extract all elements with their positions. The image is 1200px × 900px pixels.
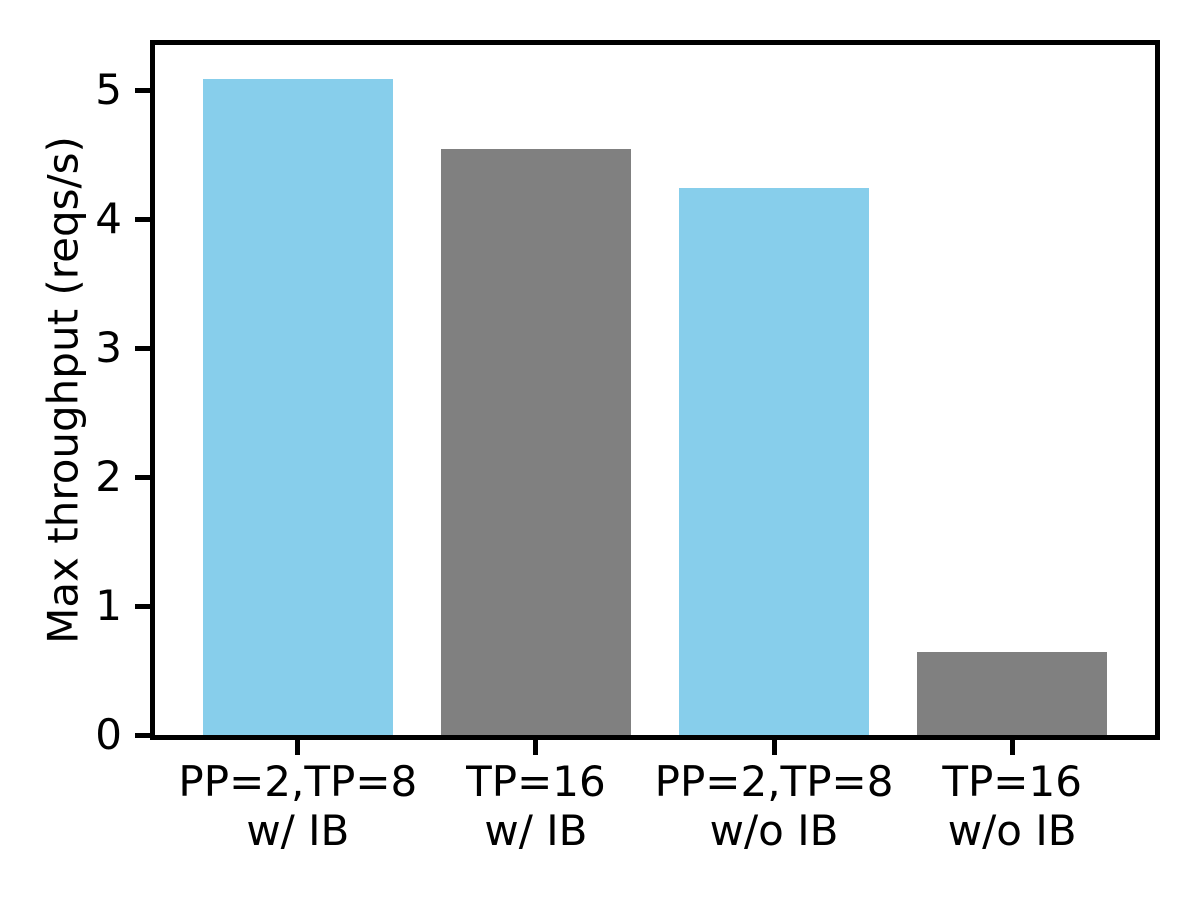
x-tick-label: PP=2,TP=8 w/ IB (133, 757, 463, 855)
y-tick-mark (135, 474, 150, 480)
y-tick-label: 5 (95, 65, 122, 115)
x-tick-label-line: w/o IB (709, 806, 839, 855)
x-tick-mark (295, 740, 301, 755)
x-tick-label-line: PP=2,TP=8 (178, 757, 418, 806)
plot-area (150, 40, 1160, 740)
y-tick-label: 2 (95, 452, 122, 502)
x-tick-label-line: w/o IB (947, 806, 1077, 855)
y-tick-label: 3 (95, 323, 122, 373)
x-tick-label: PP=2,TP=8 w/o IB (609, 757, 939, 855)
bar (202, 78, 394, 735)
y-tick-mark (135, 603, 150, 609)
bar (916, 652, 1108, 735)
x-tick-label: TP=16 w/ IB (371, 757, 701, 855)
y-tick-mark (135, 345, 150, 351)
x-tick-mark (771, 740, 777, 755)
y-tick-label: 1 (95, 581, 122, 631)
y-tick-mark (135, 87, 150, 93)
x-tick-mark (1009, 740, 1015, 755)
x-tick-label-line: TP=16 (942, 757, 1082, 806)
y-tick-mark (135, 732, 150, 738)
bar (678, 188, 870, 735)
y-tick-label: 4 (95, 194, 122, 244)
x-tick-label-line: PP=2,TP=8 (654, 757, 894, 806)
bar (440, 149, 632, 735)
x-tick-label: TP=16 w/o IB (847, 757, 1177, 855)
y-tick-mark (135, 216, 150, 222)
x-tick-label-line: w/ IB (484, 806, 588, 855)
x-tick-mark (533, 740, 539, 755)
y-tick-label: 0 (95, 710, 122, 759)
x-tick-label-line: w/ IB (246, 806, 350, 855)
x-tick-label-line: TP=16 (466, 757, 606, 806)
